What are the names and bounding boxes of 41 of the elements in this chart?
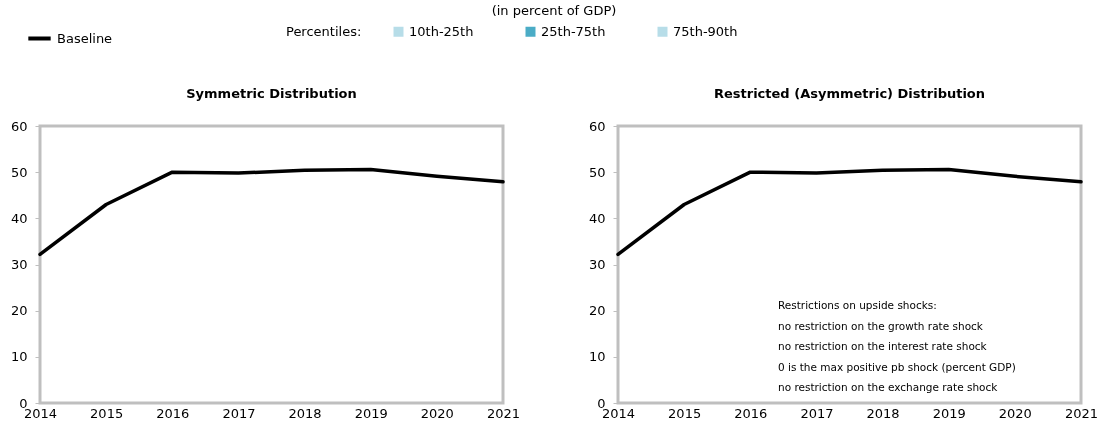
annotation: 0 is the max positive pb shock (percent GDP) (778, 360, 1016, 373)
y-tick-label: 20 (588, 303, 606, 319)
x-tick-label: 2015 (668, 405, 702, 421)
x-tick-label: 2018 (866, 405, 900, 421)
x-tick-label: 2017 (222, 405, 256, 421)
y-tick-label: 40 (588, 210, 606, 226)
y-tick-label: 30 (588, 257, 606, 272)
annotation: no restriction on the exchange rate shock (778, 381, 999, 393)
annotation: no restriction on the growth rate shock (778, 319, 984, 332)
y-tick-label: 60 (10, 118, 28, 134)
x-tick-label: 2017 (800, 405, 834, 421)
y-tick-label: 30 (10, 257, 28, 272)
legend-label: 10th-25th (409, 23, 474, 39)
x-tick-label: 2016 (734, 405, 768, 421)
annotation: Restrictions on upside shocks: (778, 299, 937, 311)
legend-label: 75th-90th (673, 23, 738, 39)
x-tick-label: 2019 (354, 405, 388, 421)
x-tick-label: 2018 (288, 405, 322, 421)
x-tick-label: 2020 (998, 405, 1032, 421)
y-tick-label: 40 (10, 210, 28, 226)
line-series (38, 167, 505, 257)
x-tick-label: 2021 (1064, 405, 1099, 421)
legend-label: 25th-75th (541, 23, 606, 39)
y-tick-label: 20 (10, 303, 28, 319)
y-tick-label: 50 (588, 164, 606, 180)
y-tick-label: 60 (588, 118, 606, 134)
x-tick-label: 2020 (420, 405, 454, 421)
y-tick-label: 10 (10, 349, 28, 365)
x-tick-label: 2021 (486, 405, 521, 421)
y-tick-label: 50 (10, 164, 28, 180)
legend-title: Percentiles: (286, 24, 362, 39)
x-tick-label: 2016 (156, 405, 190, 421)
x-tick-label: 2019 (932, 405, 966, 421)
text: (in percent of GDP) (491, 2, 617, 18)
line-series (616, 167, 1083, 257)
y-tick-label: 10 (588, 349, 606, 365)
annotation: no restriction on the interest rate shock (778, 340, 988, 352)
chart-title: Restricted (Asymmetric) Distribution (713, 86, 986, 101)
chart-title: Symmetric Distribution (186, 86, 357, 101)
x-tick-label: 2015 (90, 405, 124, 421)
legend-label: Baseline (57, 30, 113, 46)
